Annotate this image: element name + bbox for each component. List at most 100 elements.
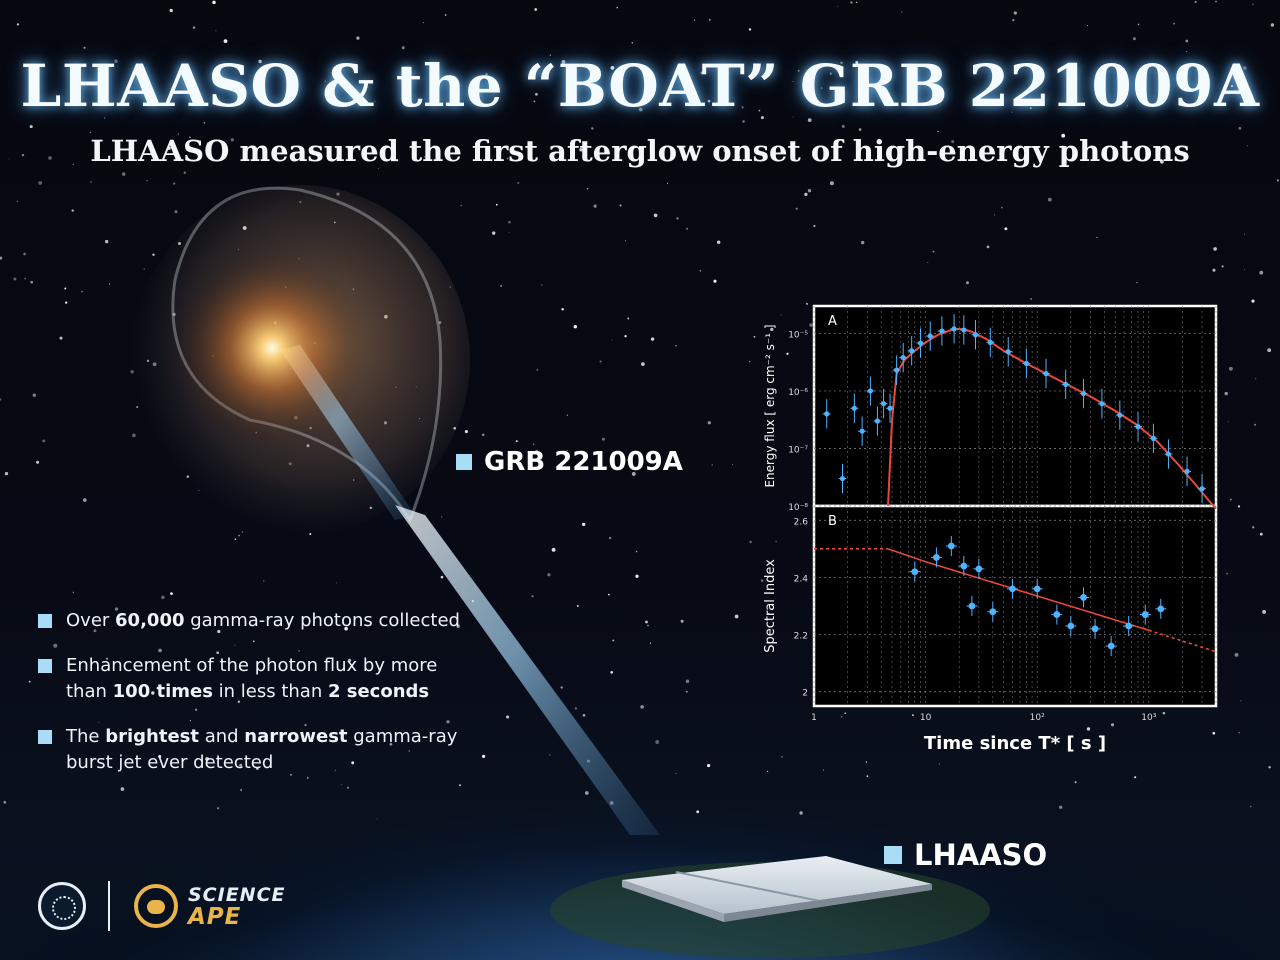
star [485,72,488,76]
star [813,224,816,228]
star [433,84,437,88]
series-a-data-point [1005,349,1011,355]
star [32,393,37,397]
star [551,547,556,552]
star [177,133,179,135]
star [631,471,636,476]
burst-core [177,253,367,443]
star [105,239,109,244]
star [986,245,990,249]
star [152,253,155,256]
star [807,189,812,193]
star [676,217,679,220]
star [347,658,352,663]
star [262,580,265,582]
star [707,99,711,103]
star [440,575,444,579]
star [90,181,92,183]
star [1259,270,1264,275]
star [223,39,228,43]
star [506,715,510,719]
star [481,754,486,759]
square-bullet-icon [884,846,902,864]
series-b-data-point [1107,642,1115,650]
star [290,773,292,776]
grb-label: GRB 221009A [456,447,683,477]
series-a-data-point [961,327,967,333]
star [612,639,615,642]
star [829,72,832,75]
star [1244,233,1246,235]
star [549,754,551,756]
star [344,626,348,631]
star [753,336,756,338]
star [619,204,622,207]
star [205,757,210,761]
star [1254,423,1257,426]
series-a-data-point [987,339,993,345]
star [108,283,111,285]
star [820,87,823,89]
star [256,767,259,770]
star [351,761,355,765]
star [38,181,43,185]
star [151,691,155,695]
star [158,754,162,759]
star [573,324,578,329]
star [1061,133,1066,138]
star [460,204,462,207]
series-b-data-point [1125,622,1133,630]
star [234,538,237,540]
star [64,287,67,290]
star [566,450,568,452]
x-tick-label: 10² [1030,713,1045,723]
star [901,11,903,13]
star [915,67,917,69]
star [641,362,645,366]
star [707,764,711,768]
star [36,460,40,464]
star [161,595,165,600]
star [172,182,176,185]
star [855,61,859,64]
star [1252,3,1254,5]
series-b-data-point [1067,622,1075,630]
star [749,361,751,363]
star [1212,268,1216,272]
star [792,116,794,118]
star [742,120,745,123]
list-item: Over 60,000 gamma-ray photons collected [38,608,468,634]
star [748,28,752,31]
star [215,30,217,32]
y-tick-label: 10⁻⁸ [788,503,808,513]
y-tick-label: 2 [802,689,808,699]
star [593,204,597,208]
star [576,604,579,607]
star [1160,159,1164,164]
series-a-data-point [1150,435,1157,441]
series-a-data-point [839,475,846,482]
lhaaso-observatory [550,856,990,958]
star [534,8,538,11]
star [16,200,18,202]
key-findings-list: Over 60,000 gamma-ray photons collected … [38,608,468,795]
page-title: LHAASO & the “BOAT” GRB 221009A [20,52,1260,120]
star [749,540,752,544]
star [1221,265,1224,268]
star [1276,179,1279,182]
y-tick-label: 10⁻⁷ [788,445,808,455]
star [535,92,538,96]
star [1226,573,1228,575]
star [938,763,940,765]
star [8,158,10,160]
institution-seal-icon [38,882,86,930]
series-a-data-point [1023,360,1029,367]
y-axis-title-b: Spectral Index [763,559,778,653]
star [1011,111,1013,113]
star [307,777,309,779]
logo-divider [108,881,110,931]
star [464,430,468,434]
star [212,0,216,5]
star [1173,22,1176,25]
star [680,619,684,623]
